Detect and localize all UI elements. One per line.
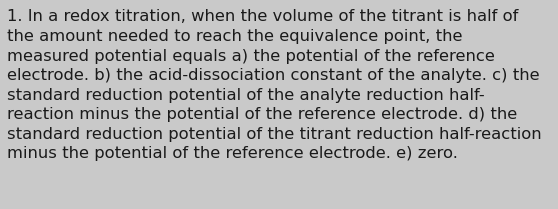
Text: 1. In a redox titration, when the volume of the titrant is half of
the amount ne: 1. In a redox titration, when the volume… xyxy=(7,9,541,161)
